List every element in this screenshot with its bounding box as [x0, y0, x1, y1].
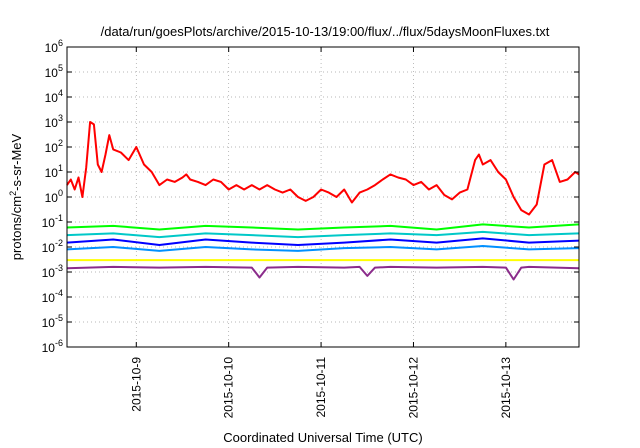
x-tick-label: 2015-10-9	[129, 357, 143, 412]
y-tick-label: 10-2	[42, 238, 63, 255]
y-tick-label: 10-3	[42, 263, 63, 280]
x-tick-label: 2015-10-12	[406, 357, 420, 419]
chart-title: /data/run/goesPlots/archive/2015-10-13/1…	[101, 24, 550, 39]
y-tick-label: 105	[45, 63, 63, 80]
x-tick-label: 2015-10-11	[314, 357, 328, 418]
data-series	[66, 121, 580, 281]
y-axis-label-prefix: protons/cm	[9, 196, 24, 260]
y-tick-label: 104	[45, 88, 63, 105]
y-tick-label: 102	[45, 138, 63, 155]
x-tick-label: 2015-10-10	[222, 357, 236, 419]
series-line-5	[66, 245, 580, 252]
y-axis-label-suffix: -s-sr-MeV	[9, 133, 24, 190]
series-line-7	[66, 265, 580, 281]
x-axis-label: Coordinated Universal Time (UTC)	[223, 430, 422, 445]
y-tick-label: 106	[45, 38, 63, 55]
grid-lines	[67, 47, 579, 347]
y-tick-label: 10-1	[42, 213, 63, 230]
y-tick-label: 100	[45, 188, 63, 205]
y-tick-label: 10-4	[42, 288, 63, 305]
y-axis-ticks: 10-6 10-5 10-4 10-3 10-2 10-1 100 101 102 103 104 1…	[42, 38, 579, 355]
x-axis-ticks: 2015-10-9 2015-10-10 2015-10-11 2015-10-12 2…	[129, 47, 513, 418]
series-line-1	[66, 121, 580, 216]
y-axis-label: protons/cm2-s-sr-MeV	[8, 133, 24, 260]
y-tick-label: 10-6	[42, 338, 63, 355]
y-tick-label: 103	[45, 113, 63, 130]
series-line-4	[66, 237, 580, 246]
series-line-3	[66, 230, 580, 239]
y-axis-label-sup: 2	[8, 191, 18, 196]
y-tick-label: 10-5	[42, 313, 63, 330]
y-tick-label: 101	[45, 163, 63, 180]
series-line-2	[66, 223, 580, 231]
x-tick-label: 2015-10-13	[499, 357, 513, 419]
